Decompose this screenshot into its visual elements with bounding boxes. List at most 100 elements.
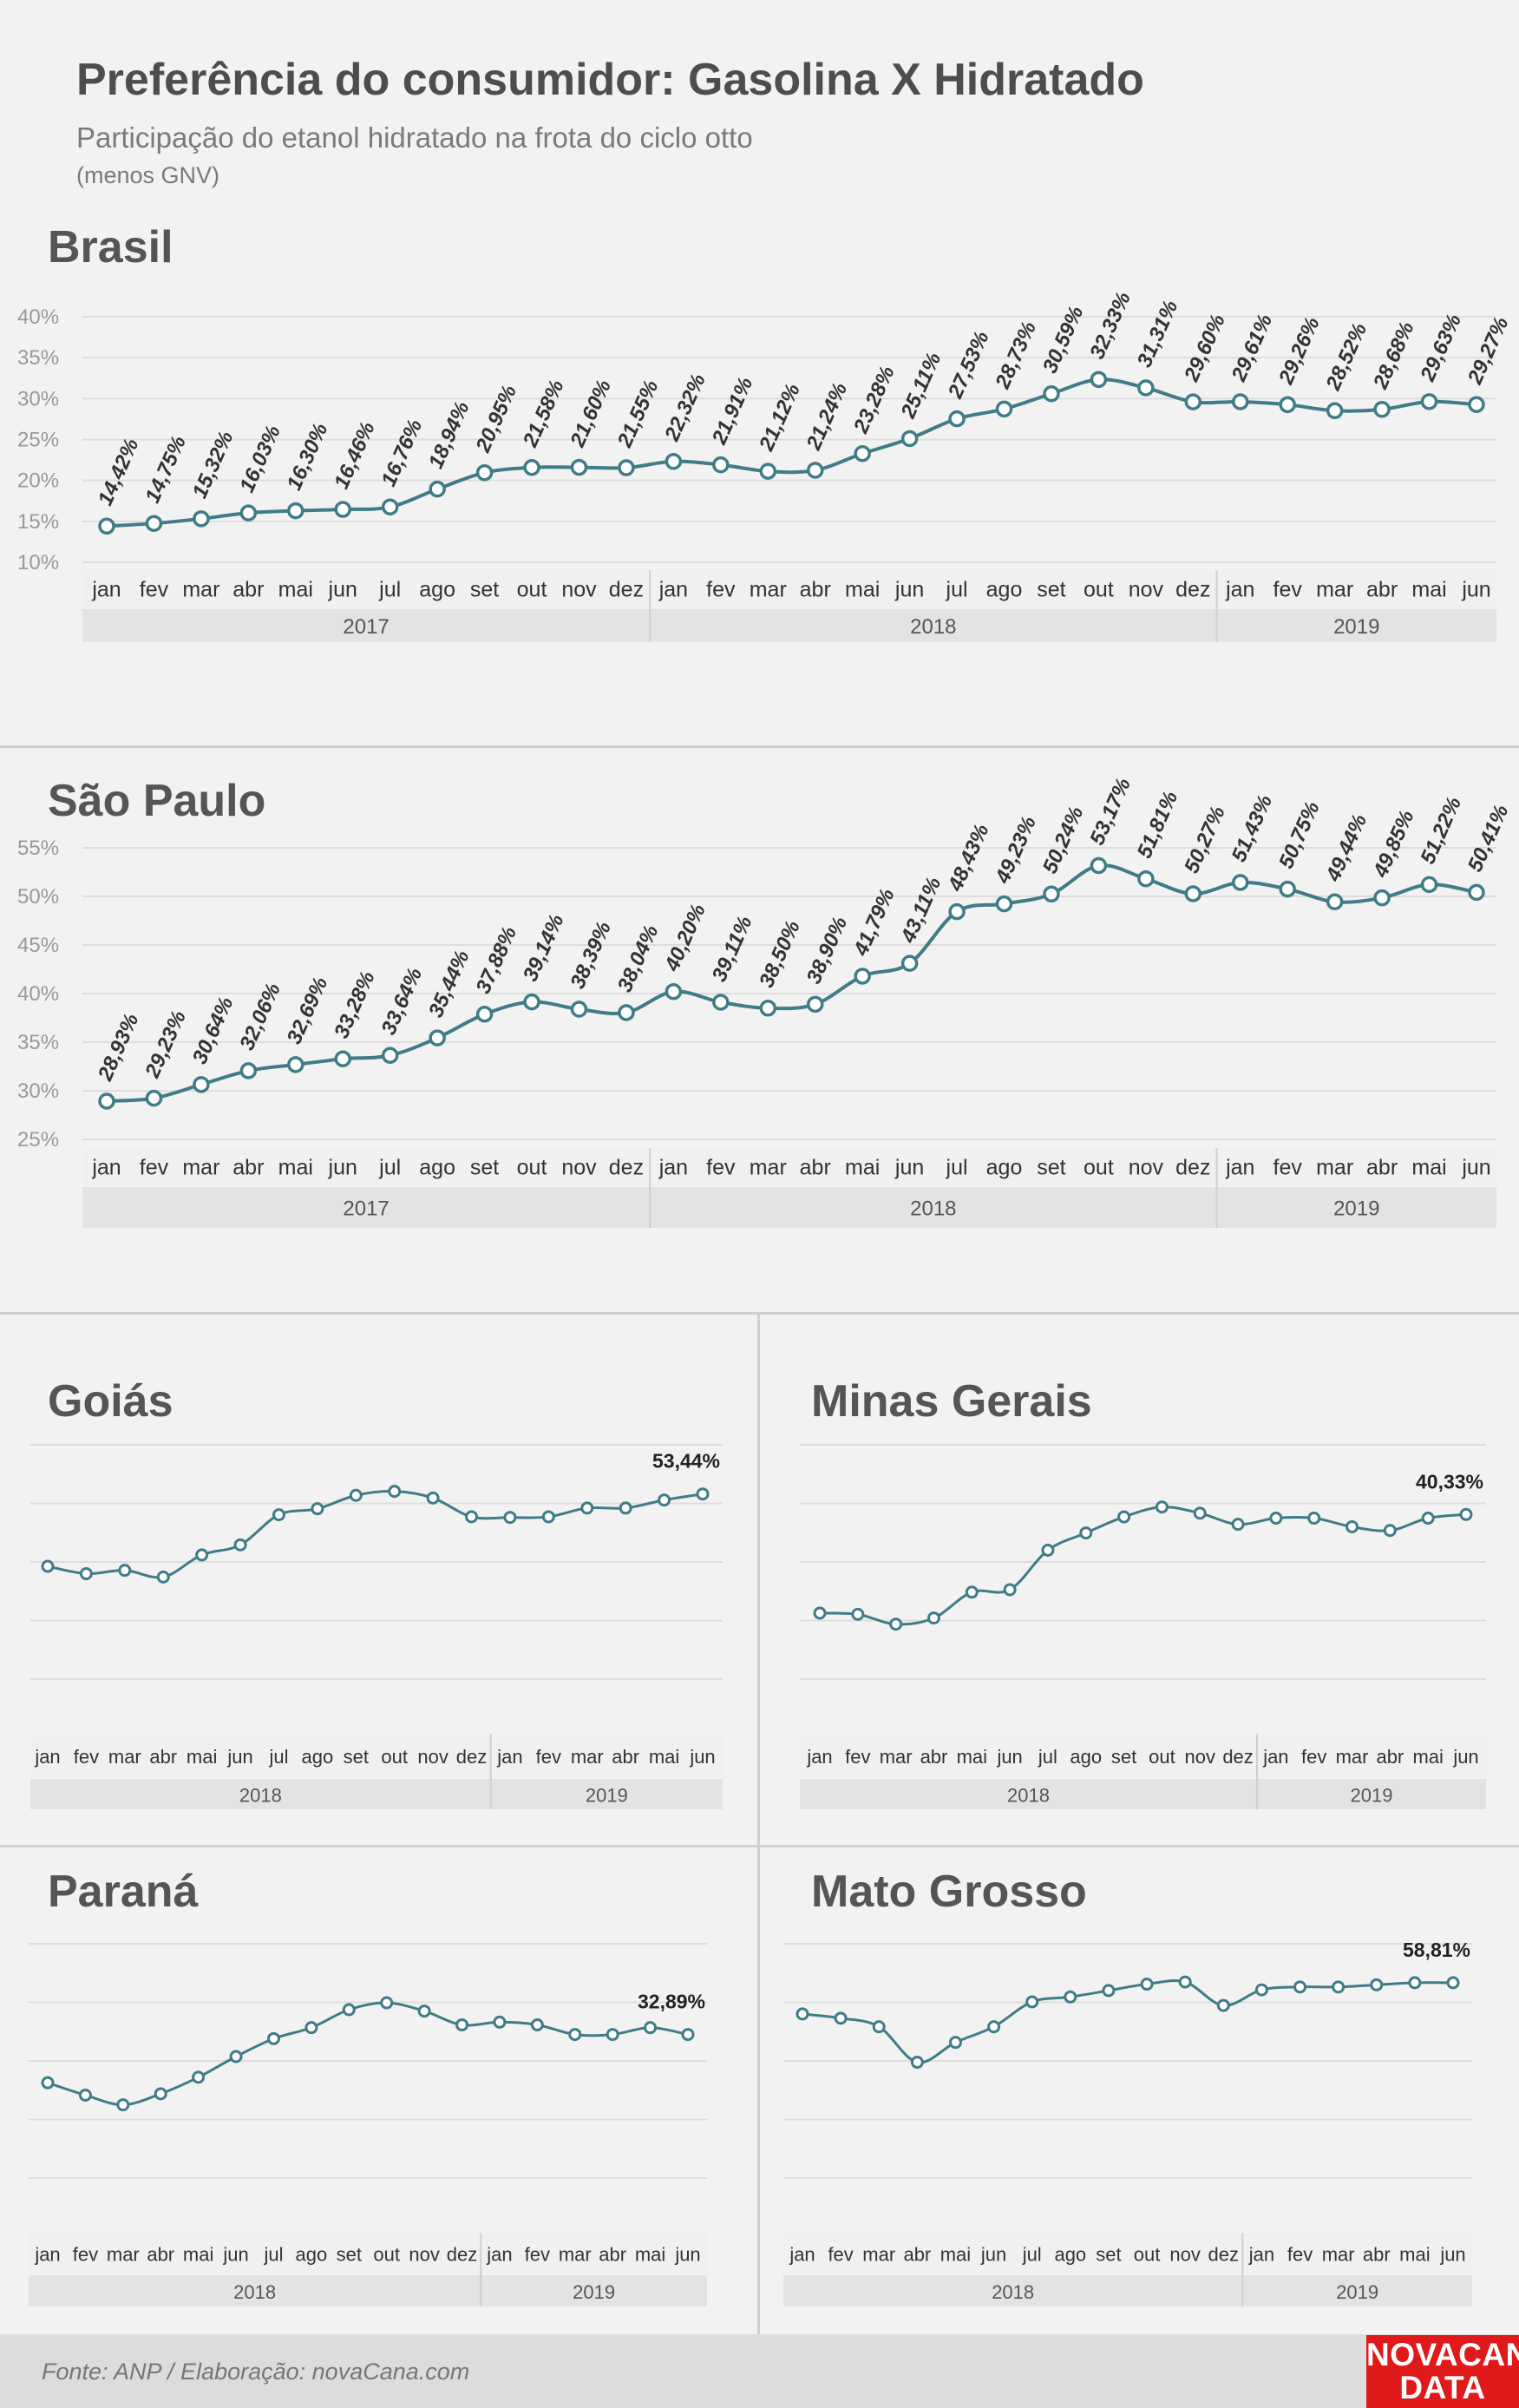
x-tick-label: abr	[147, 2244, 174, 2266]
year-label: 2018	[910, 615, 956, 639]
x-tick-label: fev	[525, 2244, 550, 2266]
data-point	[1043, 885, 1060, 903]
data-point	[530, 2018, 544, 2031]
x-tick-label: abr	[1363, 2244, 1391, 2266]
data-point	[889, 1617, 903, 1631]
data-point	[806, 995, 824, 1014]
data-point	[619, 1501, 632, 1515]
x-tick-label: jun	[894, 1156, 924, 1180]
x-tick-label: jul	[268, 1746, 288, 1768]
data-point	[311, 1502, 324, 1516]
x-tick-label: jan	[91, 578, 121, 602]
data-point	[854, 444, 871, 463]
x-tick-label: jan	[34, 1746, 60, 1768]
data-label: 32,89%	[638, 1991, 705, 2013]
x-tick-label: jan	[658, 1156, 688, 1180]
x-tick-label: nov	[1129, 578, 1164, 602]
data-point	[1468, 883, 1485, 902]
x-tick-label: dez	[1222, 1746, 1253, 1768]
data-label: 29,63%	[1416, 311, 1466, 385]
data-point	[570, 458, 588, 476]
data-point	[568, 2028, 582, 2042]
x-tick-label: jan	[91, 1156, 121, 1180]
x-tick-label: ago	[302, 1746, 334, 1768]
data-label: 14,75%	[141, 432, 191, 506]
data-point	[342, 2003, 356, 2017]
x-tick-label: fev	[74, 1746, 99, 1768]
data-label: 51,43%	[1228, 791, 1278, 865]
y-tick-label: 25%	[17, 429, 59, 452]
year-label: 2018	[239, 1785, 282, 1807]
data-point	[696, 1487, 710, 1501]
x-tick-label: jun	[1452, 1746, 1478, 1768]
x-tick-label: mai	[940, 2244, 971, 2266]
x-tick-label: abr	[599, 2244, 626, 2266]
data-label: 28,73%	[991, 318, 1041, 392]
data-label: 30,64%	[188, 994, 239, 1067]
data-point	[1232, 393, 1249, 410]
data-label: 20,95%	[471, 382, 521, 456]
data-point	[118, 1564, 132, 1578]
year-label: 2018	[910, 1197, 956, 1221]
chart-3: jan fev mar abr mai jun jul ago set out nov dez jan f…	[800, 1444, 1486, 1809]
x-tick-label: jul	[946, 578, 968, 602]
x-tick-label: fev	[1273, 578, 1303, 602]
data-label: 50,75%	[1274, 798, 1325, 872]
x-tick-label: abr	[232, 578, 264, 602]
data-label: 28,68%	[1369, 318, 1419, 393]
data-point	[304, 2021, 318, 2035]
data-point	[618, 459, 635, 476]
data-label: 38,90%	[802, 913, 853, 987]
chart-2: jan fev mar abr mai jun jul ago set out nov dez jan f…	[30, 1444, 723, 1809]
axis-band	[783, 2233, 1472, 2273]
x-tick-label: mar	[1322, 2244, 1355, 2266]
x-tick-label: out	[517, 1156, 547, 1180]
data-point	[644, 2021, 658, 2035]
data-label: 43,11%	[896, 874, 946, 948]
data-point	[1373, 889, 1391, 907]
x-tick-label: fev	[706, 1156, 736, 1180]
section-divider	[0, 745, 1519, 748]
data-label: 48,43%	[943, 821, 993, 896]
x-tick-label: mai	[1399, 2244, 1430, 2266]
data-point	[1216, 1998, 1230, 2012]
data-label: 16,03%	[235, 422, 285, 495]
x-tick-label: mai	[278, 1156, 313, 1180]
data-point	[145, 1089, 163, 1107]
x-tick-label: jun	[1461, 1156, 1490, 1180]
data-point	[1178, 1975, 1192, 1989]
data-label: 38,04%	[613, 922, 664, 995]
x-tick-label: abr	[1376, 1746, 1404, 1768]
data-point	[233, 1538, 247, 1552]
y-tick-label: 10%	[17, 551, 59, 574]
data-point	[98, 517, 115, 535]
data-point	[381, 1047, 399, 1064]
x-tick-label: out	[1084, 578, 1114, 602]
column-divider	[757, 1312, 760, 2334]
data-point	[1090, 856, 1108, 875]
section-title-parana: Paraná	[48, 1867, 199, 1917]
data-point	[851, 1607, 865, 1621]
data-point	[1446, 1976, 1460, 1990]
x-tick-label: jun	[328, 578, 357, 602]
year-label: 2019	[573, 2281, 615, 2303]
page-note: (menos GNV)	[76, 162, 220, 188]
data-point	[948, 902, 966, 921]
data-point	[796, 2007, 809, 2021]
x-tick-label: fev	[140, 578, 169, 602]
x-tick-label: out	[1134, 2244, 1161, 2266]
data-point	[665, 453, 683, 470]
x-tick-label: dez	[1208, 2244, 1239, 2266]
section-title-mato-grosso: Mato Grosso	[811, 1867, 1087, 1917]
x-tick-label: fev	[706, 578, 736, 602]
x-tick-label: out	[373, 2244, 400, 2266]
x-tick-label: abr	[1366, 1156, 1398, 1180]
x-tick-label: jun	[996, 1746, 1022, 1768]
data-point	[712, 994, 730, 1011]
data-point	[570, 1001, 588, 1018]
data-point	[1408, 1976, 1422, 1990]
x-tick-label: set	[1096, 2244, 1121, 2266]
x-tick-label: nov	[417, 1746, 448, 1768]
x-tick-label: out	[1084, 1156, 1114, 1180]
data-label: 21,24%	[802, 379, 852, 454]
